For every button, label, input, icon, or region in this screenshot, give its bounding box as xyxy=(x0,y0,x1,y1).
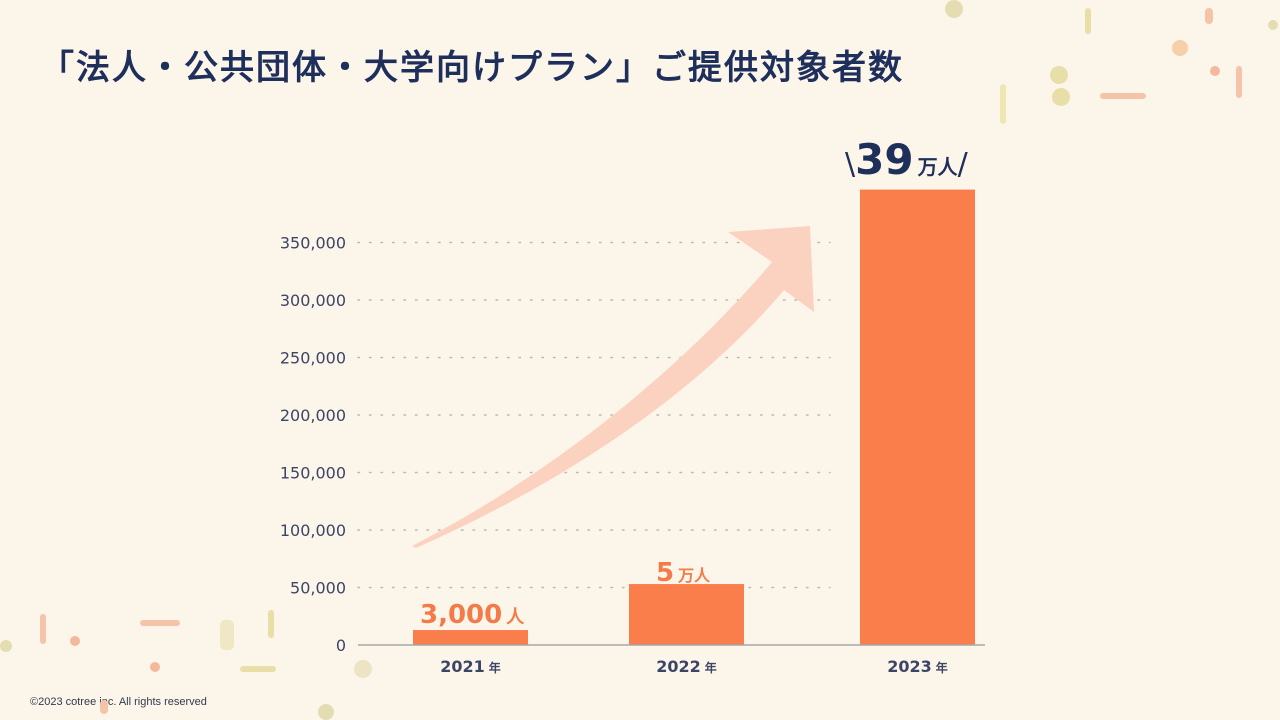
bar xyxy=(629,584,744,645)
decorative-confetti xyxy=(1085,8,1091,34)
y-tick-label: 100,000 xyxy=(280,521,346,540)
copyright-footer: ©2023 cotree inc. All rights reserved xyxy=(30,696,207,708)
y-tick-label: 150,000 xyxy=(280,464,346,483)
decorative-confetti xyxy=(268,610,274,638)
y-tick-label: 0 xyxy=(336,636,346,655)
x-tick-label: 2021 年 xyxy=(440,657,501,676)
data-labels: 3,000 人 5 万人 \39 万人/ xyxy=(420,135,969,630)
decorative-confetti xyxy=(240,666,276,672)
decorative-confetti xyxy=(40,614,46,644)
data-label: \39 万人/ xyxy=(845,135,969,184)
y-tick-label: 250,000 xyxy=(280,349,346,368)
decorative-confetti xyxy=(354,660,372,678)
decorative-confetti xyxy=(1100,93,1146,99)
decorative-confetti xyxy=(1205,8,1213,24)
y-tick-label: 350,000 xyxy=(280,234,346,253)
data-label: 3,000 人 xyxy=(420,600,525,630)
data-label: 5 万人 xyxy=(656,558,711,588)
decorative-confetti xyxy=(1050,66,1068,84)
y-tick-label: 300,000 xyxy=(280,291,346,310)
decorative-confetti xyxy=(1236,66,1242,98)
x-tick-label: 2023 年 xyxy=(887,657,948,676)
decorative-confetti xyxy=(70,636,80,646)
y-tick-label: 50,000 xyxy=(290,579,346,598)
decorative-confetti xyxy=(150,662,160,672)
y-axis-ticks: 0 50,000 100,000 150,000 200,000 250,000 300,0… xyxy=(280,234,346,656)
decorative-confetti xyxy=(1000,84,1006,124)
growth-arrow xyxy=(412,226,814,548)
decorative-confetti xyxy=(100,700,108,714)
decorative-confetti xyxy=(1052,88,1070,106)
page-title: 「法人・公共団体・大学向けプラン」ご提供対象者数 xyxy=(40,48,904,88)
decorative-confetti xyxy=(0,640,12,652)
decorative-confetti xyxy=(318,704,334,720)
x-tick-label: 2022 年 xyxy=(656,657,717,676)
decorative-confetti xyxy=(140,620,180,626)
decorative-confetti xyxy=(1268,20,1278,30)
decorative-confetti xyxy=(1210,66,1220,76)
decorative-confetti xyxy=(945,0,963,18)
decorative-confetti xyxy=(220,620,234,650)
y-tick-label: 200,000 xyxy=(280,406,346,425)
decorative-confetti xyxy=(1172,40,1188,56)
bar xyxy=(860,189,975,645)
x-axis-labels: 2021 年 2022 年 2023 年 xyxy=(440,657,948,676)
bars xyxy=(413,189,975,645)
bar xyxy=(413,630,528,645)
